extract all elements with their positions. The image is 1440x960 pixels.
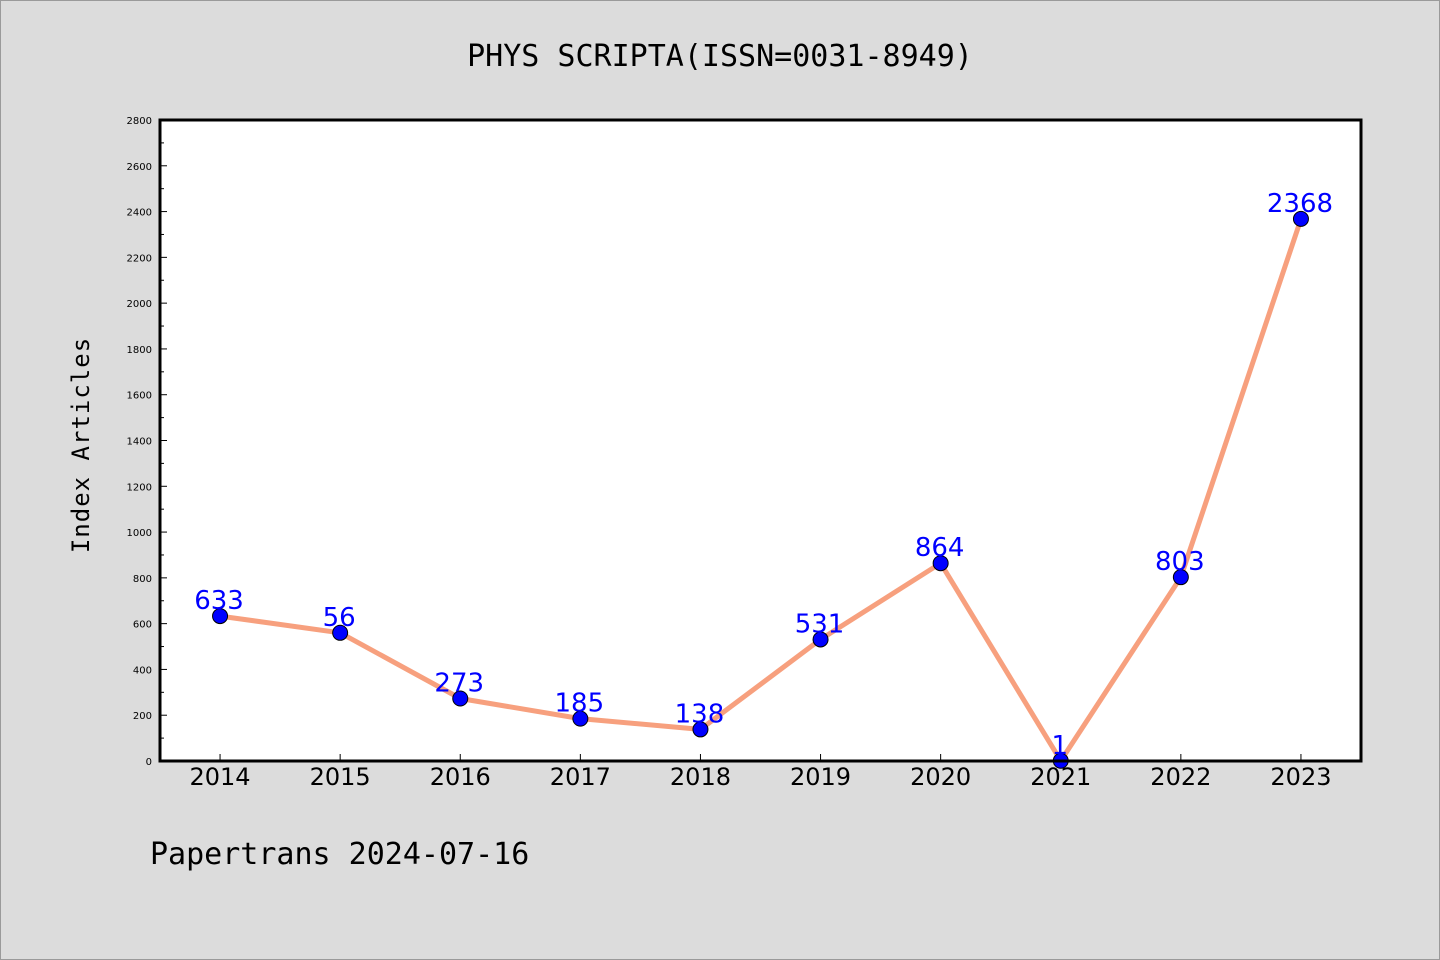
y-tick-label: 1200	[127, 482, 152, 493]
y-tick-label: 400	[133, 665, 152, 676]
data-label: 185	[555, 689, 605, 719]
footer-credit: Papertrans 2024-07-16	[150, 837, 529, 872]
data-label: 531	[795, 609, 845, 639]
y-tick-label: 200	[133, 711, 152, 722]
data-label: 633	[194, 586, 244, 616]
y-axis-label: Index Articles	[67, 337, 95, 553]
data-point-marker	[812, 631, 829, 648]
data-point-marker	[692, 721, 709, 738]
data-point-marker	[332, 624, 349, 641]
data-label: 1	[1051, 731, 1068, 761]
data-label: 56	[323, 603, 356, 633]
data-label: 864	[915, 533, 965, 563]
y-tick-label: 2600	[127, 162, 152, 173]
data-point-marker	[452, 690, 469, 707]
x-tick-label: 2022	[1150, 763, 1211, 791]
plot-border	[158, 118, 1363, 763]
x-tick-label: 2015	[310, 763, 371, 791]
y-tick-label: 2200	[127, 253, 152, 264]
data-point-marker	[1172, 569, 1189, 586]
data-label: 803	[1155, 547, 1205, 577]
y-tick-label: 2800	[127, 116, 152, 127]
x-tick-label: 2019	[790, 763, 851, 791]
x-tick-label: 2023	[1270, 763, 1331, 791]
y-tick-label: 2000	[127, 299, 152, 310]
y-tick-label: 1400	[127, 437, 152, 448]
data-label: 273	[434, 669, 484, 699]
y-tick-label: 2400	[127, 208, 152, 219]
y-tick-label: 0	[146, 757, 152, 768]
data-point-marker	[212, 608, 229, 625]
y-tick-label: 1800	[127, 345, 152, 356]
series-line	[217, 216, 1304, 764]
x-tick-label: 2014	[190, 763, 251, 791]
chart-title: PHYS SCRIPTA(ISSN=0031-8949)	[467, 39, 973, 74]
x-tick-label: 2020	[910, 763, 971, 791]
y-tick-label: 1000	[127, 528, 152, 539]
x-tick-label: 2018	[670, 763, 731, 791]
y-tick-label: 1600	[127, 391, 152, 402]
y-tick-label: 800	[133, 574, 152, 585]
data-label: 138	[675, 699, 725, 729]
data-point-marker	[1292, 210, 1309, 227]
data-point-marker	[932, 555, 949, 572]
y-tick-label: 600	[133, 620, 152, 631]
x-tick-label: 2017	[550, 763, 611, 791]
plot-area	[160, 120, 1361, 761]
data-label: 2368	[1267, 189, 1333, 219]
data-point-marker	[572, 710, 589, 727]
x-tick-label: 2016	[430, 763, 491, 791]
